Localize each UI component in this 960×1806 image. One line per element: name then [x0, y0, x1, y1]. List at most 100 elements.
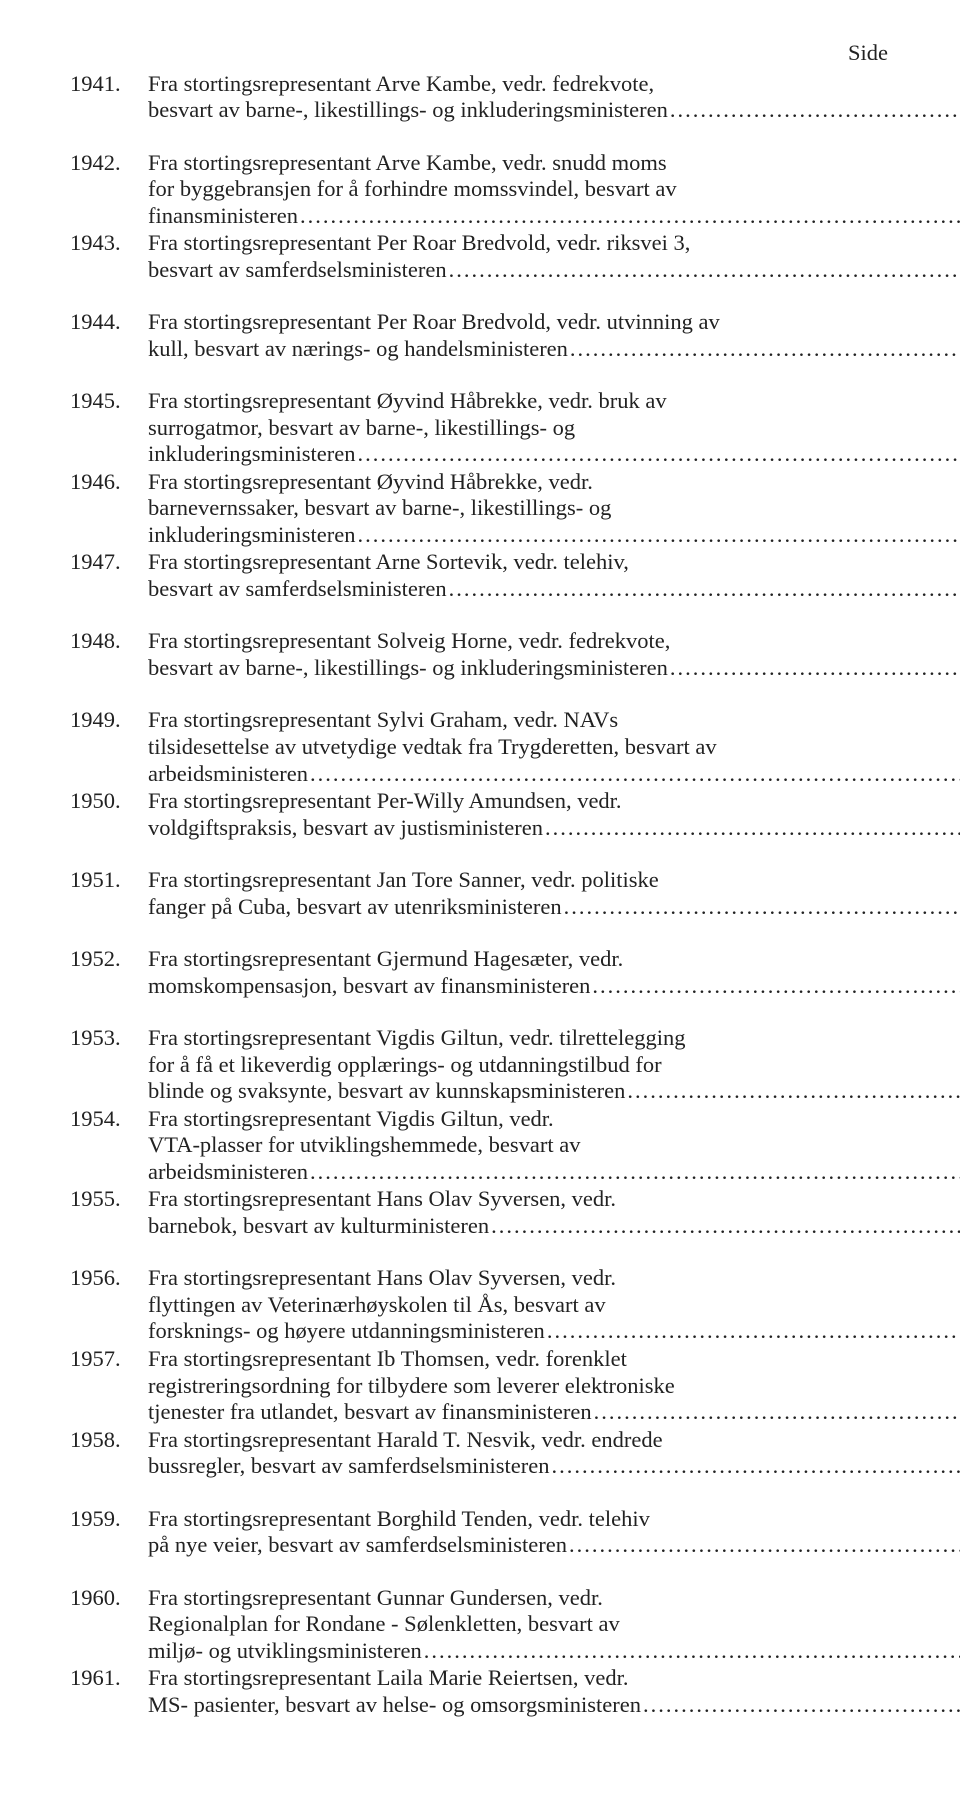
entry-number: 1941.: [70, 71, 156, 149]
entry-line: Fra stortingsrepresentant Per-Willy Amun…: [148, 788, 960, 815]
entry-last-text: besvart av barne-, likestillings- og ink…: [148, 655, 668, 682]
entry-number: 1955.: [70, 1186, 156, 1264]
entry-number: 1942.: [70, 150, 156, 228]
entry-last-line: finansministeren........................…: [148, 203, 960, 230]
toc-entry: 1943.Fra stortingsrepresentant Per Roar …: [70, 230, 890, 308]
entry-line: Fra stortingsrepresentant Arve Kambe, ve…: [148, 150, 960, 177]
entry-line: for å få et likeverdig opplærings- og ut…: [148, 1052, 960, 1079]
entry-number: 1949.: [70, 707, 156, 785]
dot-leader: ........................................…: [625, 1078, 960, 1105]
entry-line: Fra stortingsrepresentant Gunnar Gunders…: [148, 1585, 960, 1612]
toc-entry: 1960.Fra stortingsrepresentant Gunnar Gu…: [70, 1585, 890, 1665]
entry-number: 1958.: [70, 1427, 156, 1505]
dot-leader: ........................................…: [447, 257, 960, 284]
entry-line: Fra stortingsrepresentant Jan Tore Sanne…: [148, 867, 960, 894]
entry-last-line: MS- pasienter, besvart av helse- og omso…: [148, 1692, 960, 1719]
entry-last-text: inkluderingsministeren: [148, 441, 355, 468]
entry-line: for byggebransjen for å forhindre momssv…: [148, 176, 960, 203]
entry-line: Fra stortingsrepresentant Laila Marie Re…: [148, 1665, 960, 1692]
toc-entry: 1948.Fra stortingsrepresentant Solveig H…: [70, 628, 890, 706]
entry-last-text: momskompensasjon, besvart av finansminis…: [148, 973, 590, 1000]
entry-last-line: besvart av samferdselsministeren........…: [148, 257, 960, 284]
entry-last-line: miljø- og utviklingsministeren..........…: [148, 1638, 960, 1665]
entry-number: 1952.: [70, 946, 156, 1024]
entry-line: Fra stortingsrepresentant Vigdis Giltun,…: [148, 1025, 960, 1052]
entry-number: 1959.: [70, 1506, 156, 1584]
entry-last-text: bussregler, besvart av samferdselsminist…: [148, 1453, 549, 1480]
entry-last-text: kull, besvart av nærings- og handelsmini…: [148, 336, 568, 363]
entry-text: Fra stortingsrepresentant Ib Thomsen, ve…: [148, 1346, 960, 1426]
entry-line: Fra stortingsrepresentant Ib Thomsen, ve…: [148, 1346, 960, 1373]
entry-line: Fra stortingsrepresentant Øyvind Håbrekk…: [148, 388, 960, 415]
entry-text: Fra stortingsrepresentant Gunnar Gunders…: [148, 1585, 960, 1665]
dot-leader: ........................................…: [549, 1453, 960, 1480]
dot-leader: ........................................…: [447, 576, 960, 603]
entry-last-text: barnebok, besvart av kulturministeren: [148, 1213, 489, 1240]
entry-line: Fra stortingsrepresentant Øyvind Håbrekk…: [148, 469, 960, 496]
entry-last-line: fanger på Cuba, besvart av utenriksminis…: [148, 894, 960, 921]
entry-text: Fra stortingsrepresentant Jan Tore Sanne…: [148, 867, 960, 945]
entry-last-text: voldgiftspraksis, besvart av justisminis…: [148, 815, 543, 842]
entry-last-text: MS- pasienter, besvart av helse- og omso…: [148, 1692, 641, 1719]
entry-line: Fra stortingsrepresentant Sylvi Graham, …: [148, 707, 960, 734]
entry-text: Fra stortingsrepresentant Gjermund Hages…: [148, 946, 960, 1024]
entry-line: Fra stortingsrepresentant Per Roar Bredv…: [148, 230, 960, 257]
dot-leader: ........................................…: [641, 1692, 960, 1719]
entry-line: Fra stortingsrepresentant Per Roar Bredv…: [148, 309, 960, 336]
toc-entry: 1956.Fra stortingsrepresentant Hans Olav…: [70, 1265, 890, 1345]
toc-page: Side 1941.Fra stortingsrepresentant Arve…: [0, 0, 960, 1806]
entry-last-line: forsknings- og høyere utdanningsminister…: [148, 1318, 960, 1345]
entry-text: Fra stortingsrepresentant Hans Olav Syve…: [148, 1265, 960, 1345]
toc-entry: 1951.Fra stortingsrepresentant Jan Tore …: [70, 867, 890, 945]
dot-leader: ........................................…: [489, 1213, 960, 1240]
toc-entry: 1954.Fra stortingsrepresentant Vigdis Gi…: [70, 1106, 890, 1186]
entry-number: 1951.: [70, 867, 156, 945]
entry-line: VTA-plasser for utviklingshemmede, besva…: [148, 1132, 960, 1159]
entry-number: 1943.: [70, 230, 156, 308]
entry-text: Fra stortingsrepresentant Sylvi Graham, …: [148, 707, 960, 787]
entry-last-text: arbeidsministeren: [148, 1159, 308, 1186]
dot-leader: ........................................…: [592, 1399, 960, 1426]
entry-last-line: voldgiftspraksis, besvart av justisminis…: [148, 815, 960, 842]
entry-last-line: bussregler, besvart av samferdselsminist…: [148, 1453, 960, 1480]
entry-line: surrogatmor, besvart av barne-, likestil…: [148, 415, 960, 442]
entry-line: Fra stortingsrepresentant Harald T. Nesv…: [148, 1427, 960, 1454]
entry-line: Fra stortingsrepresentant Arne Sortevik,…: [148, 549, 960, 576]
side-header: Side: [70, 40, 890, 67]
toc-entry: 1959.Fra stortingsrepresentant Borghild …: [70, 1506, 890, 1584]
entry-text: Fra stortingsrepresentant Øyvind Håbrekk…: [148, 469, 960, 549]
entry-text: Fra stortingsrepresentant Per-Willy Amun…: [148, 788, 960, 866]
entry-text: Fra stortingsrepresentant Arve Kambe, ve…: [148, 150, 960, 230]
entry-last-line: inkluderingsministeren..................…: [148, 441, 960, 468]
dot-leader: ........................................…: [545, 1318, 960, 1345]
toc-entry: 1958.Fra stortingsrepresentant Harald T.…: [70, 1427, 890, 1505]
entry-text: Fra stortingsrepresentant Borghild Tende…: [148, 1506, 960, 1584]
toc-entries: 1941.Fra stortingsrepresentant Arve Kamb…: [70, 71, 890, 1744]
entry-line: Fra stortingsrepresentant Hans Olav Syve…: [148, 1265, 960, 1292]
entry-line: Fra stortingsrepresentant Vigdis Giltun,…: [148, 1106, 960, 1133]
entry-last-line: kull, besvart av nærings- og handelsmini…: [148, 336, 960, 363]
toc-entry: 1945.Fra stortingsrepresentant Øyvind Hå…: [70, 388, 890, 468]
dot-leader: ........................................…: [298, 203, 960, 230]
entry-text: Fra stortingsrepresentant Per Roar Bredv…: [148, 230, 960, 308]
toc-entry: 1955.Fra stortingsrepresentant Hans Olav…: [70, 1186, 890, 1264]
toc-entry: 1961.Fra stortingsrepresentant Laila Mar…: [70, 1665, 890, 1743]
dot-leader: ........................................…: [562, 894, 960, 921]
entry-text: Fra stortingsrepresentant Øyvind Håbrekk…: [148, 388, 960, 468]
entry-last-line: besvart av samferdselsministeren........…: [148, 576, 960, 603]
dot-leader: ........................................…: [668, 655, 960, 682]
entry-text: Fra stortingsrepresentant Solveig Horne,…: [148, 628, 960, 706]
entry-text: Fra stortingsrepresentant Arne Sortevik,…: [148, 549, 960, 627]
entry-last-text: finansministeren: [148, 203, 298, 230]
entry-last-text: tjenester fra utlandet, besvart av finan…: [148, 1399, 592, 1426]
dot-leader: ........................................…: [590, 973, 960, 1000]
entry-number: 1947.: [70, 549, 156, 627]
entry-last-text: blinde og svaksynte, besvart av kunnskap…: [148, 1078, 625, 1105]
entry-number: 1954.: [70, 1106, 156, 1184]
entry-text: Fra stortingsrepresentant Laila Marie Re…: [148, 1665, 960, 1743]
toc-entry: 1953.Fra stortingsrepresentant Vigdis Gi…: [70, 1025, 890, 1105]
toc-entry: 1950.Fra stortingsrepresentant Per-Willy…: [70, 788, 890, 866]
entry-last-line: momskompensasjon, besvart av finansminis…: [148, 973, 960, 1000]
entry-number: 1945.: [70, 388, 156, 466]
entry-last-line: inkluderingsministeren..................…: [148, 522, 960, 549]
